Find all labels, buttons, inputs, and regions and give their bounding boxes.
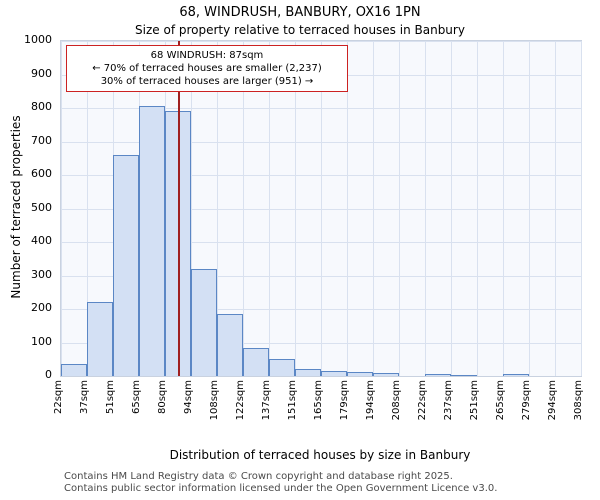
y-tick-label: 200: [31, 301, 52, 314]
x-tick-label: 294sqm: [547, 380, 558, 421]
x-tick-label: 122sqm: [235, 380, 246, 421]
x-tick-label: 194sqm: [365, 380, 376, 421]
y-tick-label: 100: [31, 334, 52, 348]
y-tick-label: 800: [31, 100, 52, 113]
histogram-bar: [425, 374, 451, 376]
y-tick-label: 700: [31, 133, 52, 147]
histogram-bar: [347, 371, 373, 376]
histogram-bar: [451, 375, 477, 376]
histogram-bar: [217, 314, 243, 376]
histogram-bar: [243, 347, 269, 376]
x-tick-label: 222sqm: [417, 380, 428, 421]
annotation-larger-line: 30% of terraced houses are larger (951) …: [100, 76, 314, 87]
histogram-bar: [269, 359, 295, 376]
x-tick-label: 308sqm: [573, 380, 584, 421]
histogram-bar: [165, 111, 191, 376]
vertical-gridline: [581, 41, 582, 376]
x-tick-label: 279sqm: [521, 380, 532, 421]
plot-area: [60, 40, 582, 377]
marker-annotation: 68 WINDRUSH: 87sqm ← 70% of terraced hou…: [66, 45, 348, 92]
x-tick-label: 22sqm: [53, 380, 64, 415]
chart-subtitle: Size of property relative to terraced ho…: [135, 23, 465, 37]
horizontal-gridline: [61, 242, 581, 243]
property-size-marker-line: [178, 41, 181, 376]
histogram-bar: [61, 364, 87, 376]
horizontal-gridline: [61, 208, 581, 210]
y-tick-label: 400: [31, 234, 52, 247]
annotation-smaller-line: ← 70% of terraced houses are smaller (2,…: [92, 63, 322, 74]
x-tick-label: 251sqm: [469, 380, 480, 421]
horizontal-gridline: [61, 275, 581, 277]
horizontal-gridline: [61, 108, 581, 109]
x-tick-label: 151sqm: [287, 380, 298, 421]
x-tick-label: 65sqm: [131, 380, 142, 415]
footer-attribution-1: Contains HM Land Registry data © Crown c…: [64, 471, 453, 482]
histogram-bar: [321, 370, 347, 376]
y-tick-label: 900: [31, 66, 52, 80]
footer-attribution-2: Contains public sector information licen…: [64, 483, 498, 494]
horizontal-gridline: [61, 342, 581, 344]
x-tick-label: 265sqm: [495, 380, 506, 421]
y-tick-label: 600: [31, 167, 52, 180]
x-tick-label: 94sqm: [183, 380, 194, 415]
horizontal-gridline: [61, 175, 581, 176]
horizontal-gridline: [61, 309, 581, 310]
x-tick-label: 179sqm: [339, 380, 350, 421]
histogram-bar: [373, 373, 399, 376]
x-axis-label: Distribution of terraced houses by size …: [169, 448, 471, 462]
x-tick-label: 208sqm: [391, 380, 402, 421]
y-tick-label: 300: [31, 267, 52, 281]
annotation-property-line: 68 WINDRUSH: 87sqm: [150, 50, 264, 61]
histogram-bar: [191, 268, 217, 376]
x-tick-label: 165sqm: [313, 380, 324, 421]
histogram-bar: [113, 154, 139, 376]
y-tick-label: 0: [45, 368, 52, 381]
y-tick-label: 500: [31, 200, 52, 214]
x-tick-label: 80sqm: [157, 380, 168, 415]
histogram-bar: [295, 369, 321, 376]
x-tick-label: 51sqm: [105, 380, 116, 415]
x-tick-label: 137sqm: [261, 380, 272, 421]
chart-title: 68, WINDRUSH, BANBURY, OX16 1PN: [179, 5, 421, 20]
horizontal-gridline: [61, 141, 581, 143]
x-tick-label: 237sqm: [443, 380, 454, 421]
x-tick-label: 37sqm: [79, 380, 90, 415]
histogram-bar: [139, 106, 165, 376]
histogram-bar: [87, 302, 113, 376]
horizontal-gridline: [61, 41, 581, 42]
x-tick-label: 108sqm: [209, 380, 220, 421]
y-tick-label: 1000: [24, 33, 52, 46]
histogram-bar: [503, 374, 529, 376]
